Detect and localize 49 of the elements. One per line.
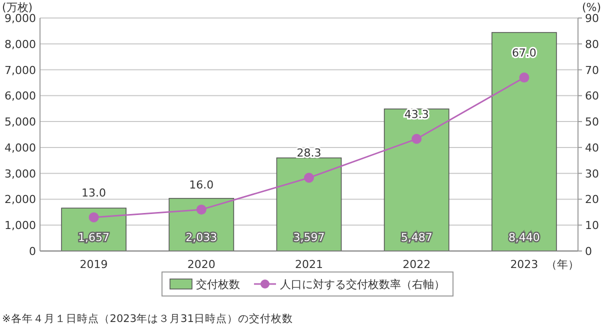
y-tick-label: 4,000 [4,141,36,154]
y-tick-label: 3,000 [4,167,36,180]
x-tick-label: 2023 [510,258,538,271]
data-label: 43.3 [404,108,429,121]
text: ※各年４月１日時点（2023年は３月31日時点）の交付枚数 [2,312,293,325]
data-label: 13.0 [82,186,106,200]
y2-axis-title: (%) [582,1,601,14]
x-tick-label: 2019 [80,258,108,271]
point [412,134,422,144]
data-label: 8,440 [508,231,540,244]
point [88,212,99,222]
legend-label: 人口に対する交付枚数率（右軸） [280,278,445,291]
y2-tick-label: 60 [585,90,599,103]
y-tick-label: 7,000 [4,64,36,77]
y-tick-label: 6,000 [4,90,36,103]
y2-tick-label: 40 [585,141,599,154]
legend-label: 交付枚数 [196,278,240,291]
bar [384,108,450,252]
point [519,72,530,83]
y-tick-label: 0 [29,245,36,258]
data-label: 1,657 [78,231,110,244]
y-axis-title: (万枚) [2,1,33,14]
y2-tick-label: 10 [585,219,599,232]
point [304,172,314,183]
y2-tick-label: 30 [585,167,599,180]
data-label: 16.0 [189,178,214,192]
y-tick-label: 8,000 [4,38,36,51]
bar [276,157,342,252]
y2-tick-label: 0 [585,245,592,258]
bar [492,32,557,252]
x-axis-title: （年） [546,258,580,271]
x-tick-label: 2020 [187,258,216,271]
y2-tick-label: 90 [585,12,599,25]
x-tick-label: 2021 [295,258,323,271]
data-label: 28.3 [296,146,322,160]
data-label: 3,597 [293,231,325,244]
y-tick-label: 9,000 [4,12,36,25]
y2-tick-label: 70 [585,64,599,77]
y-tick-label: 5,000 [4,116,36,129]
y2-tick-label: 20 [585,193,599,206]
y2-tick-label: 50 [585,116,599,129]
data-label: 67.0 [512,46,536,60]
x-tick-label: 2022 [402,258,431,271]
data-label: 2,033 [186,231,218,244]
y-tick-label: 2,000 [4,193,36,206]
point [196,204,206,215]
data-label: 5,487 [400,231,432,244]
y2-tick-label: 80 [585,38,599,51]
y-tick-label: 1,000 [4,219,36,232]
